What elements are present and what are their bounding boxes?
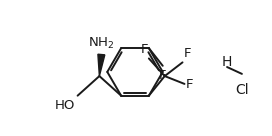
Text: F: F [186,78,193,91]
Text: HO: HO [54,99,75,112]
Text: F: F [159,69,166,82]
Text: NH$_2$: NH$_2$ [88,36,115,51]
Text: H: H [222,55,232,69]
Text: F: F [140,44,148,56]
Polygon shape [98,54,105,76]
Text: F: F [184,47,191,60]
Text: Cl: Cl [235,83,249,97]
